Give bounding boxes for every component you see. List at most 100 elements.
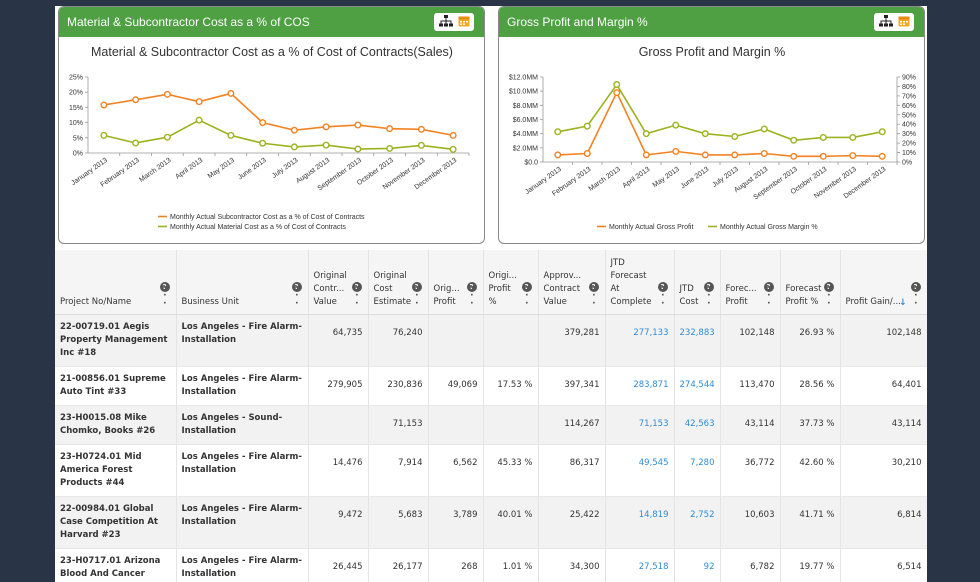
gross-profit-chart: Gross Profit and Margin % $12.0MM $10.0MM $… xyxy=(509,45,916,231)
data-point xyxy=(259,139,267,147)
column-menu-icon[interactable]: · · · xyxy=(661,282,665,309)
column-menu-icon[interactable]: · · · xyxy=(295,282,299,309)
column-menu-icon[interactable]: · · · xyxy=(914,282,918,309)
y-tick-label: 15% xyxy=(69,105,83,112)
project-cell: 23-H0717.01 Arizona Blood And Cancer Spe… xyxy=(55,548,177,582)
legend-label: Monthly Actual Subcontractor Cost as a %… xyxy=(170,214,365,221)
y-tick-label: $2.0MM xyxy=(513,145,538,152)
table-cell[interactable]: 232,883 xyxy=(674,314,721,367)
data-point xyxy=(554,151,562,159)
table-row[interactable]: 23-H0015.08 Mike Chomko, Books #26 Los An… xyxy=(55,405,927,445)
table-row[interactable]: 22-00719.01 Aegis Property Management In… xyxy=(55,314,927,367)
column-menu-icon[interactable]: · · · xyxy=(415,282,419,309)
y2-tick-label: 60% xyxy=(902,103,916,110)
table-cell: 28.56 % xyxy=(780,366,841,406)
table-cell[interactable]: 7,280 xyxy=(674,444,721,497)
column-header-label: Original Cost Estimate xyxy=(373,270,412,307)
legend-label: Monthly Actual Gross Margin % xyxy=(720,224,818,231)
column-menu-icon[interactable]: · · · xyxy=(470,282,474,309)
table-cell: 64,401 xyxy=(840,366,927,406)
table-cell: 64,735 xyxy=(308,314,369,367)
column-header[interactable]: Origi... Profit %? · · · xyxy=(483,250,539,315)
help-icon[interactable]: ? xyxy=(823,281,834,292)
help-icon[interactable]: ? xyxy=(588,281,599,292)
column-header[interactable]: Approv... Contract Value? · · · xyxy=(538,250,606,315)
help-icon[interactable]: ? xyxy=(466,281,477,292)
table-cell[interactable]: 92 xyxy=(674,548,721,582)
table-cell[interactable]: 42,563 xyxy=(674,405,721,445)
column-header[interactable]: Original Cost Estimate? · · · xyxy=(368,250,429,315)
column-menu-icon[interactable]: · · · xyxy=(355,282,359,309)
table-cell xyxy=(483,314,539,367)
help-icon[interactable]: ? xyxy=(657,281,668,292)
table-cell[interactable]: 2,752 xyxy=(674,496,721,549)
help-icon[interactable]: ? xyxy=(763,281,774,292)
calendar-icon[interactable] xyxy=(898,15,910,30)
legend-label: Monthly Actual Material Cost as a % of C… xyxy=(170,224,346,231)
table-header-row: Project No/Name? · · · Business Unit? · · · Orig… xyxy=(55,250,927,315)
column-header[interactable]: JTD Cost? · · · xyxy=(674,250,721,315)
data-point xyxy=(819,152,827,160)
column-menu-icon[interactable]: · · · xyxy=(827,282,831,309)
column-header[interactable]: Forec... Profit? · · · xyxy=(720,250,781,315)
column-header[interactable]: Original Contr... Value? · · · xyxy=(308,250,369,315)
data-point xyxy=(100,131,108,139)
column-menu-icon[interactable]: · · · xyxy=(767,282,771,309)
y-tick-label: 5% xyxy=(73,135,83,142)
table-cell[interactable]: 277,133 xyxy=(605,314,675,367)
column-header[interactable]: JTD Forecast At Complete? · · · xyxy=(605,250,675,315)
org-chart-icon[interactable] xyxy=(438,14,453,30)
table-cell[interactable]: 14,819 xyxy=(605,496,675,549)
business-unit-cell: Los Angeles - Sound-Installation xyxy=(176,405,309,445)
column-menu-icon[interactable]: · · · xyxy=(707,282,711,309)
help-icon[interactable]: ? xyxy=(521,281,532,292)
table-cell: 102,148 xyxy=(840,314,927,367)
data-point xyxy=(354,121,362,129)
table-cell: 17.53 % xyxy=(483,366,539,406)
table-row[interactable]: 23-H0717.01 Arizona Blood And Cancer Spe… xyxy=(55,548,927,582)
table-cell: 86,317 xyxy=(538,444,606,497)
column-header[interactable]: Project No/Name? · · · xyxy=(55,250,177,315)
help-icon[interactable]: ? xyxy=(703,281,714,292)
help-icon[interactable]: ? xyxy=(411,281,422,292)
x-tick-label: June 2013 xyxy=(237,157,268,182)
data-point xyxy=(878,152,886,160)
column-header[interactable]: Profit Gain/...? ↓ · · · xyxy=(840,250,927,315)
y-tick-label: 25% xyxy=(69,75,83,82)
table-row[interactable]: 22-00984.01 Global Case Competition At H… xyxy=(55,496,927,549)
data-point xyxy=(554,128,562,136)
table-row[interactable]: 23-H0724.01 Mid America Forest Products … xyxy=(55,444,927,497)
x-tick-label: May 2013 xyxy=(652,166,681,189)
calendar-icon[interactable] xyxy=(458,15,470,30)
table-row[interactable]: 21-00856.01 Supreme Auto Tint #33 Los Ang… xyxy=(55,366,927,406)
help-icon[interactable]: ? xyxy=(351,281,362,292)
cost-percent-panel: Material & Subcontractor Cost as a % of … xyxy=(58,6,485,244)
table-cell[interactable]: 49,545 xyxy=(605,444,675,497)
table-cell: 7,914 xyxy=(368,444,429,497)
sort-desc-icon[interactable]: ↓ xyxy=(898,297,907,308)
help-icon[interactable]: ? xyxy=(291,281,302,292)
help-icon[interactable]: ? xyxy=(910,281,921,292)
table-cell[interactable]: 27,518 xyxy=(605,548,675,582)
column-menu-icon[interactable]: · · · xyxy=(163,282,167,309)
data-point xyxy=(227,131,235,139)
column-header[interactable]: Forecast Profit %? · · · xyxy=(780,250,841,315)
table-cell[interactable]: 283,871 xyxy=(605,366,675,406)
column-header[interactable]: Orig... Profit? · · · xyxy=(428,250,484,315)
help-icon[interactable]: ? xyxy=(159,281,170,292)
table-cell[interactable]: 71,153 xyxy=(605,405,675,445)
org-chart-icon[interactable] xyxy=(878,14,893,30)
projects-table: Project No/Name? · · · Business Unit? · · · Orig… xyxy=(55,250,927,582)
data-point xyxy=(322,123,330,131)
y-tick-label: $4.0MM xyxy=(513,131,538,138)
table-cell[interactable]: 274,544 xyxy=(674,366,721,406)
table-cell: 49,069 xyxy=(428,366,484,406)
data-point xyxy=(290,126,298,134)
column-header-label: Profit Gain/... xyxy=(845,296,901,307)
data-point xyxy=(386,144,394,152)
column-menu-icon[interactable]: · · · xyxy=(525,282,529,309)
column-menu-icon[interactable]: · · · xyxy=(592,282,596,309)
y2-tick-label: 0% xyxy=(902,160,912,167)
column-header[interactable]: Business Unit? · · · xyxy=(176,250,309,315)
data-point xyxy=(672,147,680,155)
